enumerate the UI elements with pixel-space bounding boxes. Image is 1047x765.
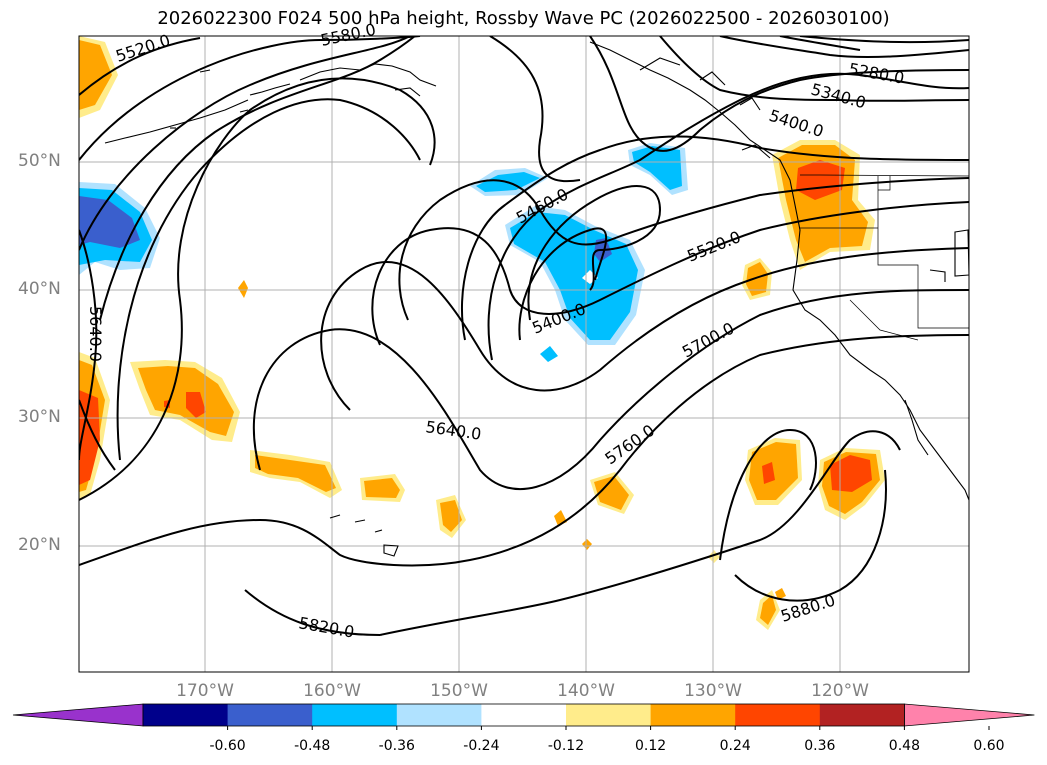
colorbar-tick-label: -0.24 bbox=[463, 738, 500, 754]
lon-label: 130°W bbox=[684, 681, 742, 701]
colorbar-segment bbox=[312, 704, 398, 726]
contour-label: 5640.0 bbox=[86, 306, 105, 362]
colorbar-segment bbox=[735, 704, 821, 726]
lat-label: 20°N bbox=[18, 535, 61, 555]
lon-label: 150°W bbox=[430, 681, 488, 701]
colorbar-tick-label: -0.36 bbox=[378, 738, 415, 754]
colorbar-segment bbox=[143, 704, 229, 726]
colorbar-segment bbox=[396, 704, 482, 726]
lon-label: 140°W bbox=[557, 681, 615, 701]
colorbar-segment bbox=[481, 704, 567, 726]
colorbar-tick-label: 0.36 bbox=[804, 738, 836, 754]
lat-label: 50°N bbox=[18, 151, 61, 171]
colorbar-tick-label: -0.48 bbox=[294, 738, 331, 754]
graticule bbox=[79, 36, 969, 672]
colorbar-tick-label: -0.12 bbox=[547, 738, 585, 754]
colorbar-tick-label: 0.24 bbox=[719, 738, 751, 754]
lon-label: 160°W bbox=[303, 681, 361, 701]
colorbar-tick-label: 0.48 bbox=[888, 738, 920, 754]
political-borders bbox=[800, 174, 969, 341]
lon-label: 120°W bbox=[811, 681, 869, 701]
colorbar-extend-high bbox=[904, 703, 1035, 727]
lat-label: 40°N bbox=[18, 279, 61, 299]
colorbar bbox=[12, 703, 1035, 730]
colorbar-segment bbox=[650, 704, 736, 726]
colorbar-segment bbox=[566, 704, 652, 726]
colorbar-tick-label: 0.60 bbox=[973, 738, 1005, 754]
lon-label: 170°W bbox=[176, 681, 234, 701]
colorbar-tick-label: 0.12 bbox=[635, 738, 667, 754]
map-area bbox=[79, 36, 969, 672]
map-frame bbox=[78, 35, 970, 673]
colorbar-frame bbox=[142, 703, 905, 727]
colorbar-segment bbox=[227, 704, 313, 726]
colorbar-extend-low bbox=[12, 703, 144, 727]
height-contours bbox=[79, 36, 969, 636]
lat-label: 30°N bbox=[18, 407, 61, 427]
map-title: 2026022300 F024 500 hPa height, Rossby W… bbox=[157, 8, 890, 29]
colorbar-segment bbox=[819, 704, 905, 726]
colorbar-tick-label: -0.60 bbox=[209, 738, 246, 754]
